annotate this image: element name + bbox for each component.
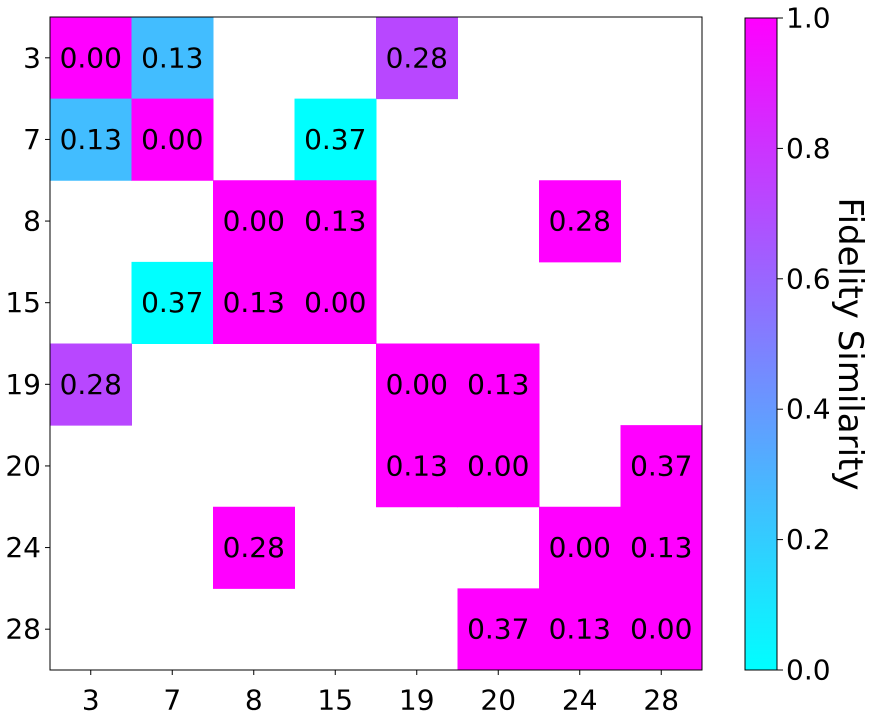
heatmap-cell-20-19 <box>376 425 458 508</box>
heatmap-cell-7-15 <box>294 98 377 181</box>
plot-frame <box>49 16 703 671</box>
cell-label-28-20: 0.37 <box>467 613 529 646</box>
heatmap-cell-28-24 <box>539 588 621 671</box>
y-tick-label-24: 24 <box>5 531 41 564</box>
x-axis: 3 7 8 15 19 20 24 28 <box>82 670 679 712</box>
heatmap-cell-7-3 <box>50 98 132 181</box>
heatmap-cell-3-7 <box>131 17 214 100</box>
heatmap-cell-24-24 <box>539 506 621 589</box>
colorbar-tick-label-0.6: 0.6 <box>786 262 831 295</box>
y-tick-label-8: 8 <box>23 205 41 238</box>
colorbar-tick-label-0.4: 0.4 <box>786 393 831 426</box>
colorbar-gradient <box>744 17 778 671</box>
x-tick-label-24: 24 <box>562 684 598 712</box>
y-tick-label-7: 7 <box>23 123 41 156</box>
cell-label-7-3: 0.13 <box>60 123 122 156</box>
heatmap-cell-3-19 <box>376 17 458 100</box>
heatmap-cell-15-7 <box>131 261 214 344</box>
cell-label-28-28: 0.00 <box>630 613 692 646</box>
colorbar: 0.0 0.2 0.4 0.6 0.8 1.0 Fidelity Similarity <box>744 2 870 687</box>
cell-label-3-3: 0.00 <box>60 41 122 74</box>
colorbar-ticks: 0.0 0.2 0.4 0.6 0.8 1.0 <box>777 2 831 687</box>
y-tick-label-28: 28 <box>5 613 41 646</box>
cell-label-15-15: 0.00 <box>304 286 366 319</box>
cell-label-3-7: 0.13 <box>141 41 203 74</box>
cell-label-7-15: 0.37 <box>304 123 366 156</box>
cell-label-20-20: 0.00 <box>467 449 529 482</box>
cell-label-24-8: 0.28 <box>223 531 285 564</box>
heatmap-cells <box>50 17 703 671</box>
cell-label-8-8: 0.00 <box>223 205 285 238</box>
y-tick-label-20: 20 <box>5 449 41 482</box>
cell-label-8-24: 0.28 <box>549 205 611 238</box>
heatmap-cell-19-3 <box>50 343 132 426</box>
cell-label-3-19: 0.28 <box>386 41 448 74</box>
x-tick-label-7: 7 <box>163 684 181 712</box>
cell-label-15-7: 0.37 <box>141 286 203 319</box>
heatmap-cell-20-20 <box>457 425 540 508</box>
x-tick-label-28: 28 <box>643 684 679 712</box>
heatmap-cell-24-28 <box>620 506 703 589</box>
cell-label-15-8: 0.13 <box>223 286 285 319</box>
heatmap-cell-8-15 <box>294 180 377 263</box>
cell-label-19-20: 0.13 <box>467 368 529 401</box>
heatmap-cell-20-28 <box>620 425 703 508</box>
heatmap-cell-8-8 <box>213 180 295 263</box>
heatmap-cell-24-8 <box>213 506 295 589</box>
y-tick-label-15: 15 <box>5 286 41 319</box>
x-tick-label-15: 15 <box>317 684 353 712</box>
y-tick-label-19: 19 <box>5 368 41 401</box>
y-tick-label-3: 3 <box>23 41 41 74</box>
cell-label-7-7: 0.00 <box>141 123 203 156</box>
colorbar-tick-label-1.0: 1.0 <box>786 2 831 35</box>
colorbar-tick-label-0.0: 0.0 <box>786 654 831 687</box>
heatmap-cell-3-3 <box>50 17 132 100</box>
cell-label-28-24: 0.13 <box>549 613 611 646</box>
colorbar-tick-label-0.8: 0.8 <box>786 132 831 165</box>
x-tick-label-19: 19 <box>399 684 435 712</box>
cell-label-24-24: 0.00 <box>549 531 611 564</box>
colorbar-label: Fidelity Similarity <box>830 198 870 491</box>
heatmap-cell-15-15 <box>294 261 377 344</box>
cell-label-20-19: 0.13 <box>386 449 448 482</box>
x-tick-label-8: 8 <box>245 684 263 712</box>
heatmap-cell-19-20 <box>457 343 540 426</box>
heatmap-cell-28-20 <box>457 588 540 671</box>
cell-label-19-3: 0.28 <box>60 368 122 401</box>
y-axis: 3 7 8 15 19 20 24 28 <box>5 41 50 646</box>
colorbar-tick-label-0.2: 0.2 <box>786 523 831 556</box>
heatmap-cell-7-7 <box>131 98 214 181</box>
heatmap-cell-8-24 <box>539 180 621 263</box>
heatmap-cell-19-19 <box>376 343 458 426</box>
cell-label-19-19: 0.00 <box>386 368 448 401</box>
heatmap-cell-28-28 <box>620 588 703 671</box>
x-tick-label-20: 20 <box>480 684 516 712</box>
cell-label-8-15: 0.13 <box>304 205 366 238</box>
heatmap-cell-labels: 0.00 0.13 0.28 0.13 0.00 0.37 0.00 0.13 0.28 0.37… <box>60 41 693 645</box>
cell-label-24-28: 0.13 <box>630 531 692 564</box>
heatmap-cell-15-8 <box>213 261 295 344</box>
cell-label-20-28: 0.37 <box>630 449 692 482</box>
x-tick-label-3: 3 <box>82 684 100 712</box>
